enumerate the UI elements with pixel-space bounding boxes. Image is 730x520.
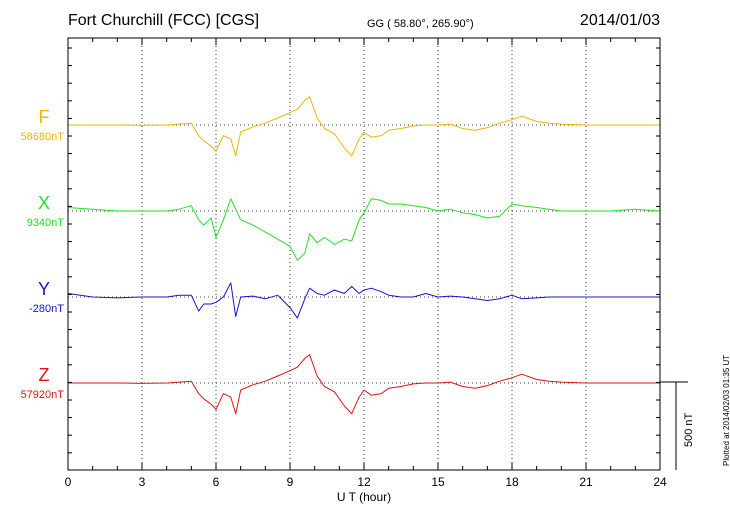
x-tick-label: 15: [431, 475, 445, 489]
chart-title: Fort Churchill (FCC) [CGS]: [68, 12, 260, 29]
x-tick-label: 12: [357, 475, 371, 489]
grid-lines: [68, 38, 660, 470]
station-coordinates: GG ( 58.80°, 265.90°): [367, 18, 474, 30]
series-line-Z: [68, 354, 660, 415]
axis-ticks: 0 3 6 9 12 15 18 21 24: [65, 38, 667, 489]
x-tick-label: 3: [139, 475, 146, 489]
component-name-Y: Y: [38, 279, 50, 299]
x-tick-label: 9: [287, 475, 294, 489]
chart-date: 2014/01/03: [579, 12, 660, 29]
component-baseline-F: 58680nT: [21, 131, 65, 143]
component-name-Z: Z: [39, 365, 50, 385]
x-tick-label: 6: [213, 475, 220, 489]
series-line-F: [68, 96, 660, 157]
series-line-Y: [67, 282, 660, 319]
x-tick-label: 0: [65, 475, 72, 489]
x-tick-label: 24: [653, 475, 667, 489]
scale-bar-label: 500 nT: [683, 412, 695, 447]
component-baseline-Z: 57920nT: [21, 389, 65, 401]
x-axis-title: U T (hour): [337, 490, 391, 504]
component-name-F: F: [39, 107, 50, 127]
scale-bar-group: 500 nT: [660, 381, 695, 470]
x-tick-label: 21: [579, 475, 593, 489]
component-baseline-Y: -280nT: [29, 303, 64, 315]
x-tick-label: 18: [505, 475, 519, 489]
component-labels: F 58680nT X 9340nT Y -280nT Z 57920nT: [21, 107, 65, 401]
component-name-X: X: [38, 193, 50, 213]
series-traces: [67, 96, 661, 415]
series-line-X: [67, 198, 661, 261]
component-baseline-X: 9340nT: [27, 217, 65, 229]
